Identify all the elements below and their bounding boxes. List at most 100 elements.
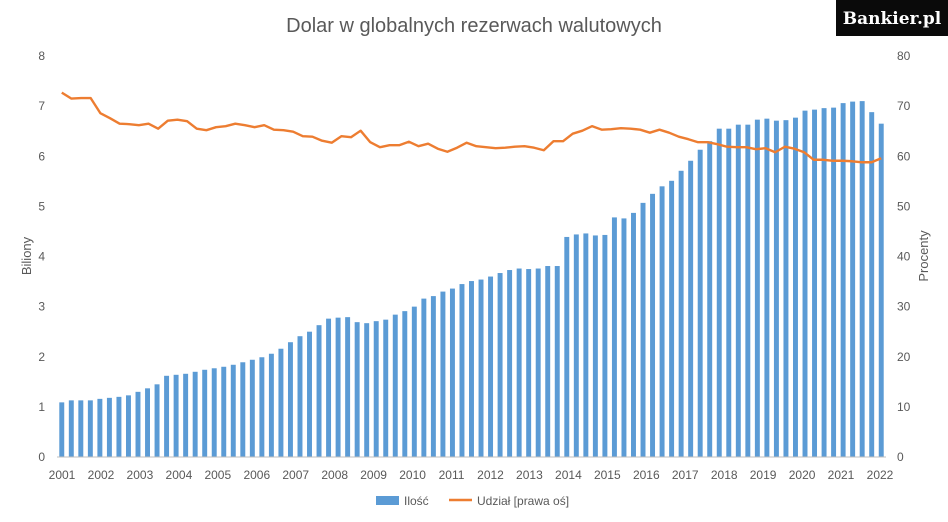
bar [316,325,322,457]
bar [116,396,122,457]
bar [602,234,608,457]
bar [640,202,646,457]
bar [106,397,112,457]
bar [421,298,427,457]
bar [764,118,770,457]
bar [221,366,227,457]
bar [869,112,875,457]
bar [564,236,570,457]
bar [659,186,665,457]
bar [211,368,217,457]
bar [68,400,74,457]
bar [592,235,598,457]
y-axis-label-left: Biliony [19,236,34,275]
bar [773,120,779,457]
bar [240,362,246,457]
bar [449,288,455,457]
x-tick-label: 2010 [399,468,426,482]
bar [230,364,236,457]
legend: Ilość Udział [prawa oś] [376,494,569,508]
bar [535,268,541,457]
bar [621,218,627,457]
y-tick-label-right: 0 [897,450,904,464]
bar [688,160,694,457]
bar [697,149,703,458]
bar [783,120,789,457]
y-axis-ticks-left: 0 1 2 3 4 5 6 7 8 [38,49,45,464]
bar [573,234,579,457]
x-tick-label: 2014 [555,468,582,482]
y-tick-label-left: 4 [38,250,45,264]
y-tick-label-right: 50 [897,199,911,213]
x-tick-label: 2007 [282,468,309,482]
bar [383,319,389,457]
y-tick-label-left: 7 [38,99,45,113]
bar [726,128,732,457]
x-tick-label: 2006 [243,468,270,482]
legend-swatch-bar [376,496,399,505]
y-tick-label-right: 20 [897,350,911,364]
y-tick-label-right: 30 [897,300,911,314]
bar [526,269,532,457]
bar [183,373,189,457]
y-tick-label-right: 40 [897,250,911,264]
legend-label-bar: Ilość [404,494,429,508]
bar [135,391,141,457]
bar [326,318,332,457]
bar [793,117,798,458]
chart-title: Dolar w globalnych rezerwach walutowych [286,15,662,37]
bar [440,291,446,457]
bar [821,108,827,457]
bar [878,123,884,458]
x-tick-label: 2002 [88,468,115,482]
bar [631,212,636,457]
bar [611,217,617,457]
x-tick-label: 2019 [750,468,777,482]
bar [173,374,179,457]
x-tick-label: 2003 [127,468,154,482]
y-tick-label-left: 5 [38,199,45,213]
y-tick-label-left: 3 [38,300,45,314]
y-tick-label-left: 6 [38,149,45,163]
bar [669,180,675,457]
logo: Bankier.pl [836,0,948,36]
x-tick-label: 2008 [321,468,348,482]
bar [411,306,417,458]
bar [478,279,484,457]
bar [840,103,846,458]
y-tick-label-left: 8 [38,49,45,63]
bar [488,276,494,457]
x-tick-label: 2016 [633,468,660,482]
x-tick-label: 2009 [360,468,387,482]
bar [278,348,284,457]
bar [259,357,265,457]
bar [335,317,341,457]
x-tick-label: 2020 [789,468,816,482]
x-tick-label: 2013 [516,468,543,482]
share-line [61,91,882,164]
y-axis-label-right: Procenty [916,230,931,282]
bar [59,402,65,457]
bar [154,384,160,457]
y-tick-label-left: 2 [38,350,45,364]
bar [831,107,837,457]
y-tick-label-right: 10 [897,400,911,414]
bar [307,331,312,457]
bar [716,128,722,457]
bar [287,342,293,457]
bar [392,314,398,457]
x-tick-label: 2001 [49,468,76,482]
bar [754,119,760,457]
bar [545,266,551,457]
y-tick-label-right: 60 [897,149,911,163]
bar [192,371,198,457]
y-tick-label-right: 80 [897,49,911,63]
bar [164,375,170,457]
bar-series [59,101,884,458]
bar [249,359,255,457]
x-tick-label: 2004 [166,468,193,482]
bar [145,388,150,457]
bar [345,317,351,457]
bar [354,322,360,457]
x-tick-label: 2012 [477,468,504,482]
